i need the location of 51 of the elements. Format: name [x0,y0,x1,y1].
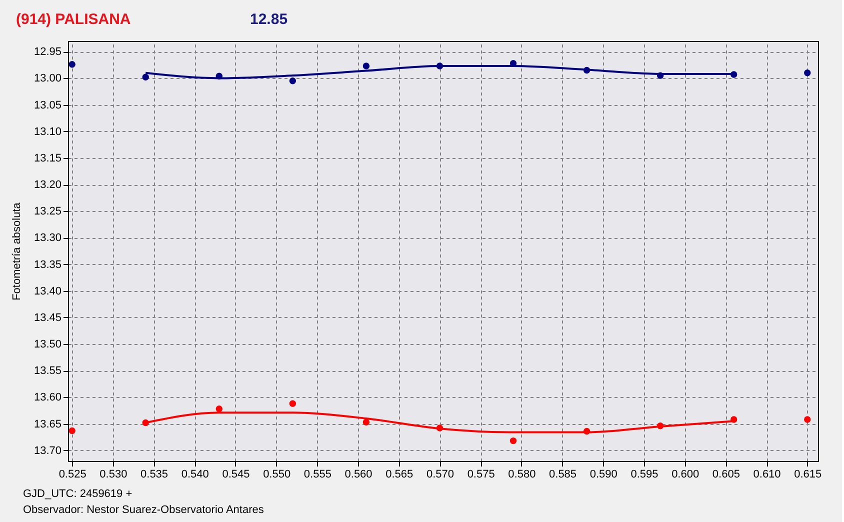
point [804,70,811,76]
y-axis-title: Fotometría absoluta [10,202,23,300]
y-tick-label: 12.95 [34,46,62,58]
point [68,427,76,434]
point [510,437,517,444]
point [216,406,222,412]
y-tick-label: 13.20 [34,179,62,192]
y-tick-label: 13.05 [34,99,62,112]
x-tick-label: 0.565 [386,468,414,480]
y-tick-label: 13.65 [34,418,62,430]
y-tick-label: 13.45 [34,312,62,324]
x-tick-label: 0.540 [181,468,209,480]
text: GJD_UTC: 2459619 + [23,488,132,500]
y-tick-label: 13.35 [34,258,62,271]
y-tick-label: 13.25 [34,206,62,218]
point [289,400,296,407]
y-tick-label: 13.70 [34,444,62,457]
y-tick-label: 13.40 [34,285,62,298]
x-tick-label: 0.545 [222,468,250,480]
y-tick-label: 13.50 [34,338,62,351]
x-tick-label: 0.525 [58,468,86,480]
x-tick-label: 0.600 [672,468,700,480]
chart-subtitle: 12.85 [250,11,288,28]
x-tick-label: 0.575 [467,468,495,480]
point [289,78,296,84]
x-tick-label: 0.570 [426,468,454,480]
y-tick-label: 13.60 [34,392,62,404]
x-tick-label: 0.555 [304,468,332,480]
x-tick-label: 0.595 [630,468,658,480]
point [68,61,76,68]
point [362,418,370,426]
x-tick-label: 0.550 [263,468,291,480]
chart-title: (914) PALISANA [16,11,131,28]
point [142,74,149,80]
y-tick-label: 13.30 [34,232,62,244]
x-tick-label: 0.590 [590,468,618,480]
text: Observador: Nestor Suarez-Observatorio Antares [23,504,264,516]
x-tick-label: 0.535 [140,468,168,480]
point [362,62,370,70]
x-tick-label: 0.580 [508,468,536,480]
x-tick-label: 0.605 [712,468,740,480]
point [804,416,811,423]
y-tick-label: 13.10 [34,126,62,138]
x-tick-label: 0.585 [549,468,577,480]
x-tick-label: 0.530 [100,468,128,480]
x-tick-label: 0.615 [794,468,822,480]
y-tick-label: 13.55 [34,365,62,378]
x-tick-label: 0.610 [753,468,781,480]
y-tick-label: 13.00 [34,72,62,85]
x-tick-label: 0.560 [344,468,372,480]
y-tick-label: 13.15 [34,152,62,164]
